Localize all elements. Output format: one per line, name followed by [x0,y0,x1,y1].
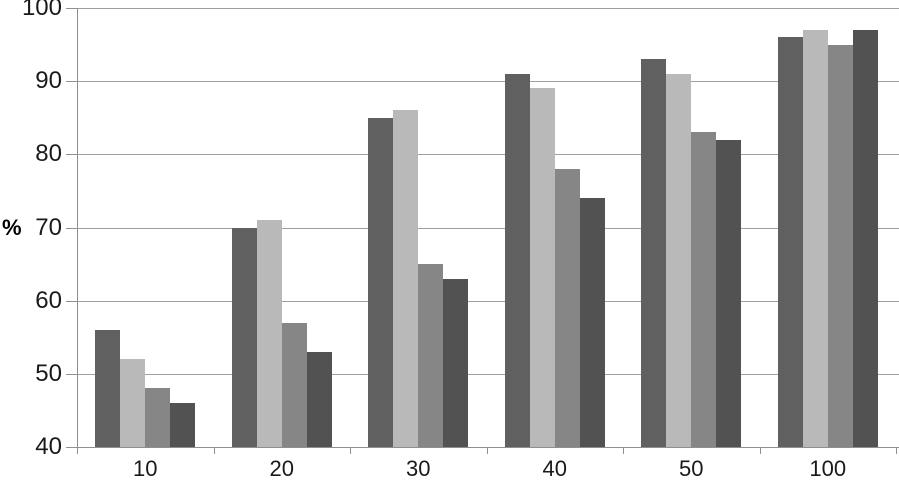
y-tick-label-60: 60 [35,286,62,314]
bar-40-series1 [504,73,530,447]
bar-40-series2 [529,88,555,447]
y-tick-label-80: 80 [35,140,62,168]
bar-100-series3 [827,44,853,447]
bar-30-series3 [418,264,444,447]
x-axis-tick-6 [896,447,897,454]
bar-20-series1 [231,227,257,447]
x-tick-label-30: 30 [406,456,431,481]
bar-30-series4 [443,278,469,447]
bar-20-series2 [256,220,282,447]
x-tick-label-10: 10 [133,456,158,481]
x-axis-tick-3 [486,447,488,454]
y-axis-tick-50 [66,373,77,375]
y-tick-label-40: 40 [35,433,62,460]
bar-10-series1 [95,329,121,447]
x-axis-tick-5 [759,447,761,454]
bar-20-series4 [306,351,332,447]
x-axis-line [77,447,899,448]
bar-10-series3 [145,388,171,447]
gridline-80 [77,154,899,156]
x-axis-tick-2 [350,447,351,454]
y-axis-tick-60 [66,300,77,302]
bar-10-series4 [170,403,196,447]
y-axis-tick-90 [66,81,77,83]
x-tick-label-100: 100 [809,456,847,481]
y-tick-label-90: 90 [35,67,62,95]
y-tick-label-50: 50 [35,359,62,387]
bar-30-series2 [393,110,419,447]
bar-30-series1 [368,117,394,447]
y-axis-tick-100 [66,8,77,9]
y-axis-tick-40 [66,447,77,448]
bar-50-series1 [641,59,667,447]
y-tick-label-70: 70 [35,213,62,241]
bar-50-series3 [691,132,717,447]
x-tick-label-40: 40 [542,456,567,481]
bar-40-series3 [554,168,580,447]
gridline-60 [77,300,899,302]
gridline-100 [77,8,899,9]
bar-100-series1 [777,37,803,447]
gridline-90 [77,81,899,83]
y-axis-line [77,8,78,453]
y-tick-label-100: 100 [21,0,62,21]
y-axis-title: % [2,215,22,240]
bar-50-series2 [666,73,692,447]
bar-10-series2 [120,359,146,447]
gridline-70 [77,227,899,229]
bar-100-series2 [802,29,828,447]
bar-20-series3 [281,322,307,447]
y-axis-tick-80 [66,154,77,156]
gridline-50 [77,373,899,375]
bar-50-series4 [716,139,742,447]
bar-40-series4 [579,198,605,447]
bar-100-series4 [852,29,878,447]
y-axis-tick-70 [66,227,77,229]
x-tick-label-50: 50 [679,456,704,481]
x-tick-label-20: 20 [269,456,294,481]
x-axis-tick-1 [213,447,215,454]
x-axis-tick-4 [623,447,624,454]
x-axis-tick-0 [77,447,78,454]
